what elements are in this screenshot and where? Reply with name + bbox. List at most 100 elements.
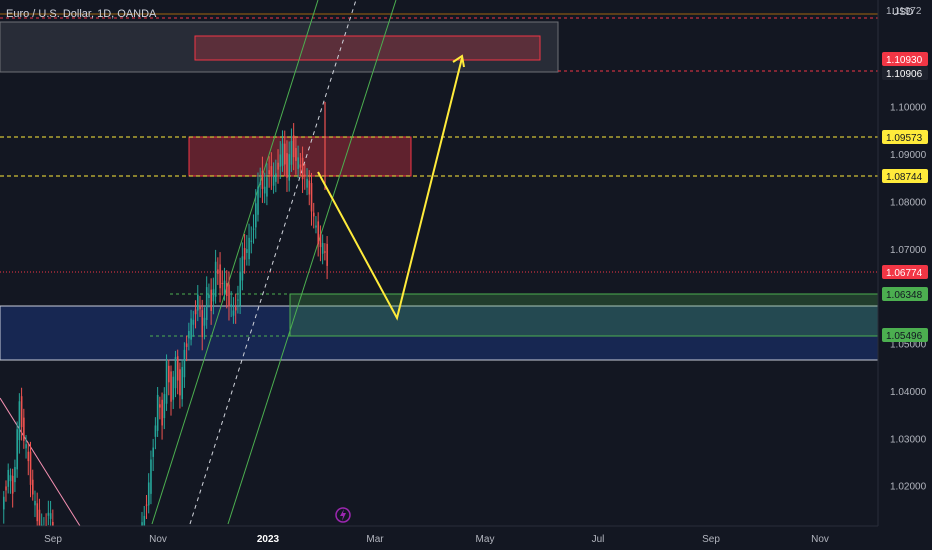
price-scale-bg: [878, 0, 932, 526]
candle-body: [208, 294, 210, 298]
price-label-box-6: [882, 287, 928, 301]
price-tick-7: 1.09000: [890, 150, 927, 161]
price-tick-8: 1.10000: [890, 103, 927, 114]
candle-body: [257, 186, 259, 215]
candle-body: [205, 287, 208, 320]
price-label-box-4: [882, 169, 928, 183]
candle-body: [143, 515, 146, 526]
candle-body: [241, 256, 244, 281]
zones-layer: [0, 21, 879, 361]
candle-body: [319, 234, 322, 248]
currency-label: USD: [892, 7, 913, 18]
candle-body: [9, 475, 12, 482]
price-label-7: 1.05496: [886, 331, 923, 342]
upper-supply-zone[interactable]: [0, 21, 559, 73]
candle-body: [295, 148, 297, 161]
candle-body: [11, 475, 14, 494]
candle-body: [145, 504, 148, 506]
candle-body: [279, 154, 282, 167]
candle-body: [29, 451, 32, 485]
candle-body: [290, 140, 293, 165]
candle-body: [304, 174, 306, 177]
candle-body: [163, 394, 166, 419]
candle-body: [283, 143, 286, 165]
candle-body: [18, 401, 21, 441]
candle-body: [219, 264, 221, 289]
candle-body: [192, 319, 195, 325]
levels-layer: [0, 13, 878, 337]
candle-body: [23, 417, 25, 441]
candle-body: [299, 164, 302, 168]
entry-zone[interactable]: [289, 293, 879, 337]
candle-body: [250, 240, 253, 242]
price-tick-6: 1.08000: [890, 197, 927, 208]
trendline-left: [0, 397, 81, 527]
candle-body: [190, 318, 192, 340]
candle-body: [47, 512, 50, 516]
candle-body: [199, 305, 201, 310]
candle-body: [301, 157, 304, 180]
candle-body: [234, 307, 237, 311]
candle-body: [263, 186, 266, 194]
candle-body: [261, 170, 264, 189]
time-scale-bg: [0, 526, 932, 550]
channel-lower-line: [227, 0, 397, 525]
candle-body: [292, 135, 295, 158]
channel-mid-line: [189, 0, 357, 525]
price-label-box-7: [882, 328, 928, 342]
candle-body: [201, 310, 204, 338]
candle-body: [321, 242, 324, 254]
price-tick-1: 1.03000: [890, 434, 927, 445]
projection-path[interactable]: [317, 57, 463, 321]
candle-body: [34, 500, 36, 506]
price-label-box-5: [882, 265, 928, 279]
price-tick-5: 1.07000: [890, 245, 927, 256]
candle-body: [252, 228, 255, 230]
candle-body: [49, 513, 52, 519]
candle-body: [214, 261, 217, 297]
candle-body: [254, 203, 257, 228]
lightning-icon[interactable]: [335, 507, 351, 523]
demand-zone[interactable]: [0, 305, 879, 361]
time-ticks: Sep Nov 2023 Mar May Jul Sep Nov: [44, 534, 829, 545]
price-label-2: 1.10906: [886, 69, 923, 80]
price-label-4: 1.08744: [886, 172, 923, 183]
candle-body: [194, 309, 197, 315]
candle-body: [185, 343, 188, 347]
candle-body: [159, 404, 161, 408]
candle-body: [246, 249, 248, 253]
candle-body: [5, 486, 7, 491]
candle-body: [308, 180, 311, 195]
price-label-box-3: [882, 130, 928, 144]
candle-body: [237, 299, 239, 301]
candle-body: [226, 283, 228, 296]
time-tick-3: Mar: [366, 534, 384, 545]
price-tick-3: 1.05000: [890, 340, 927, 351]
price-label-box-1: [882, 52, 928, 66]
candle-body: [165, 360, 168, 404]
candle-body: [154, 425, 157, 437]
channel-upper-line: [151, 0, 319, 525]
candle-body: [281, 143, 284, 166]
candle-body: [183, 349, 186, 378]
candle-body: [326, 243, 328, 266]
candle-body: [3, 496, 5, 510]
candle-body: [14, 467, 16, 483]
candle-body: [228, 284, 230, 307]
time-tick-2: 2023: [257, 534, 280, 545]
candle-body: [275, 173, 277, 182]
candle-body: [239, 271, 241, 306]
price-label-box-2: [882, 66, 928, 80]
candle-body: [310, 183, 313, 212]
time-tick-7: Nov: [811, 534, 829, 545]
candle-body: [259, 181, 262, 186]
candle-body: [52, 521, 54, 527]
candle-body: [20, 396, 23, 428]
candle-body: [152, 447, 155, 457]
candle-body: [223, 280, 226, 295]
candle-body: [317, 221, 320, 245]
candle-body: [176, 356, 179, 381]
target-zone[interactable]: [194, 35, 541, 61]
